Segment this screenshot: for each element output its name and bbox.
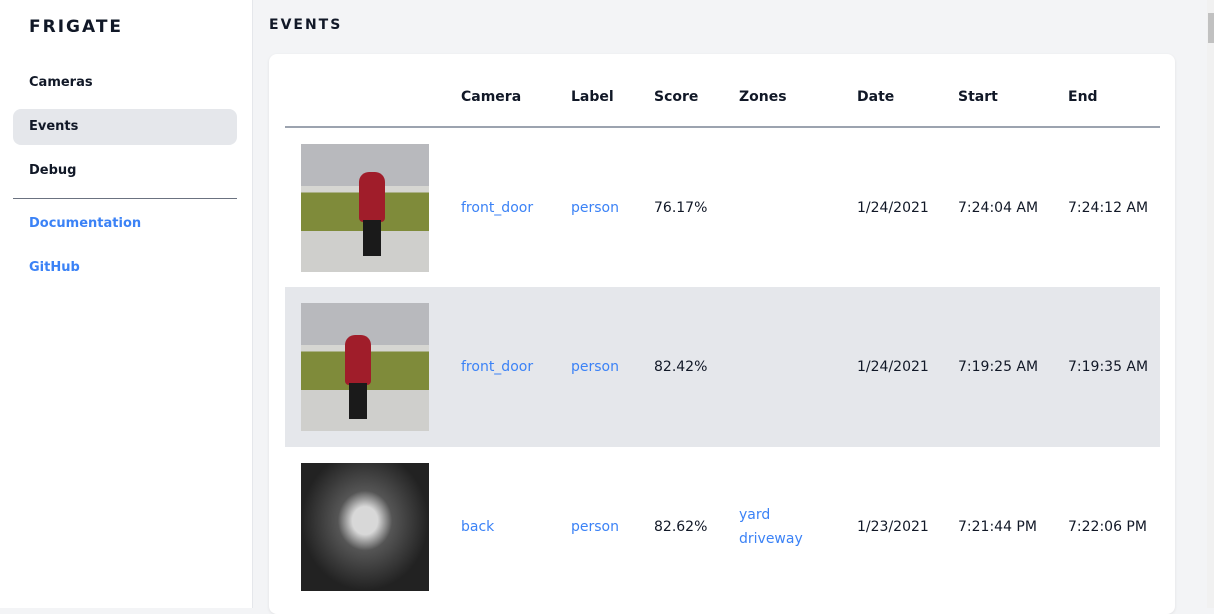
label-link[interactable]: person <box>571 287 654 447</box>
start-time: 7:19:25 AM <box>958 287 1068 447</box>
event-thumbnail[interactable] <box>301 303 429 431</box>
event-thumbnail[interactable] <box>301 463 429 591</box>
header-zones: Zones <box>739 54 857 128</box>
header-start: Start <box>958 54 1068 128</box>
zone-link[interactable]: driveway <box>739 531 803 547</box>
zones <box>739 127 857 287</box>
camera-link[interactable]: back <box>461 519 495 535</box>
sidebar-item-events[interactable]: Events <box>13 109 237 145</box>
start-time: 7:24:04 AM <box>958 199 1039 216</box>
header-camera: Camera <box>461 54 571 128</box>
date: 1/24/2021 <box>857 199 929 216</box>
camera-link[interactable]: front_door <box>461 287 571 447</box>
end-time: 7:22:06 PM <box>1068 519 1147 535</box>
score: 82.62% <box>654 519 708 535</box>
page-title: EVENTS <box>269 17 343 33</box>
sidebar-item-cameras[interactable]: Cameras <box>29 75 93 90</box>
scrollbar[interactable] <box>1207 0 1214 608</box>
sidebar-divider <box>13 198 237 199</box>
events-table: Camera Label Score Zones Date Start End … <box>285 54 1160 607</box>
label-link[interactable]: person <box>571 199 619 216</box>
header-label: Label <box>571 54 654 128</box>
table-header: Camera Label Score Zones Date Start End <box>285 54 1160 128</box>
header-date: Date <box>857 54 958 128</box>
table-row[interactable]: front_door person 82.42% 1/24/2021 7:19:… <box>285 287 1160 447</box>
end-time: 7:19:35 AM <box>1068 287 1160 447</box>
sidebar-item-debug[interactable]: Debug <box>29 163 77 178</box>
camera-link[interactable]: front_door <box>461 199 534 216</box>
zones <box>739 287 857 447</box>
end-time: 7:24:12 AM <box>1068 199 1149 216</box>
table-row[interactable]: back person 82.62% yard driveway 1/23/202… <box>285 447 1160 607</box>
zones: yard driveway <box>739 447 857 607</box>
brand-logo[interactable]: FRIGATE <box>29 17 124 37</box>
date: 1/23/2021 <box>857 519 929 535</box>
scrollbar-thumb[interactable] <box>1208 13 1214 43</box>
table-row[interactable]: front_door person 76.17% 1/24/2021 7:24:… <box>285 127 1160 287</box>
date: 1/24/2021 <box>857 287 958 447</box>
header-score: Score <box>654 54 739 128</box>
zone-link[interactable]: yard <box>739 507 771 523</box>
label-link[interactable]: person <box>571 519 619 535</box>
score: 76.17% <box>654 199 708 216</box>
sidebar-link-github[interactable]: GitHub <box>29 260 80 275</box>
sidebar: FRIGATE Cameras Events Debug Documentati… <box>0 0 253 608</box>
header-thumbnail <box>285 54 461 128</box>
start-time: 7:21:44 PM <box>958 519 1037 535</box>
events-card: Camera Label Score Zones Date Start End … <box>269 54 1175 614</box>
header-end: End <box>1068 54 1160 128</box>
sidebar-link-documentation[interactable]: Documentation <box>29 216 142 231</box>
event-thumbnail[interactable] <box>301 143 429 272</box>
score: 82.42% <box>654 287 739 447</box>
